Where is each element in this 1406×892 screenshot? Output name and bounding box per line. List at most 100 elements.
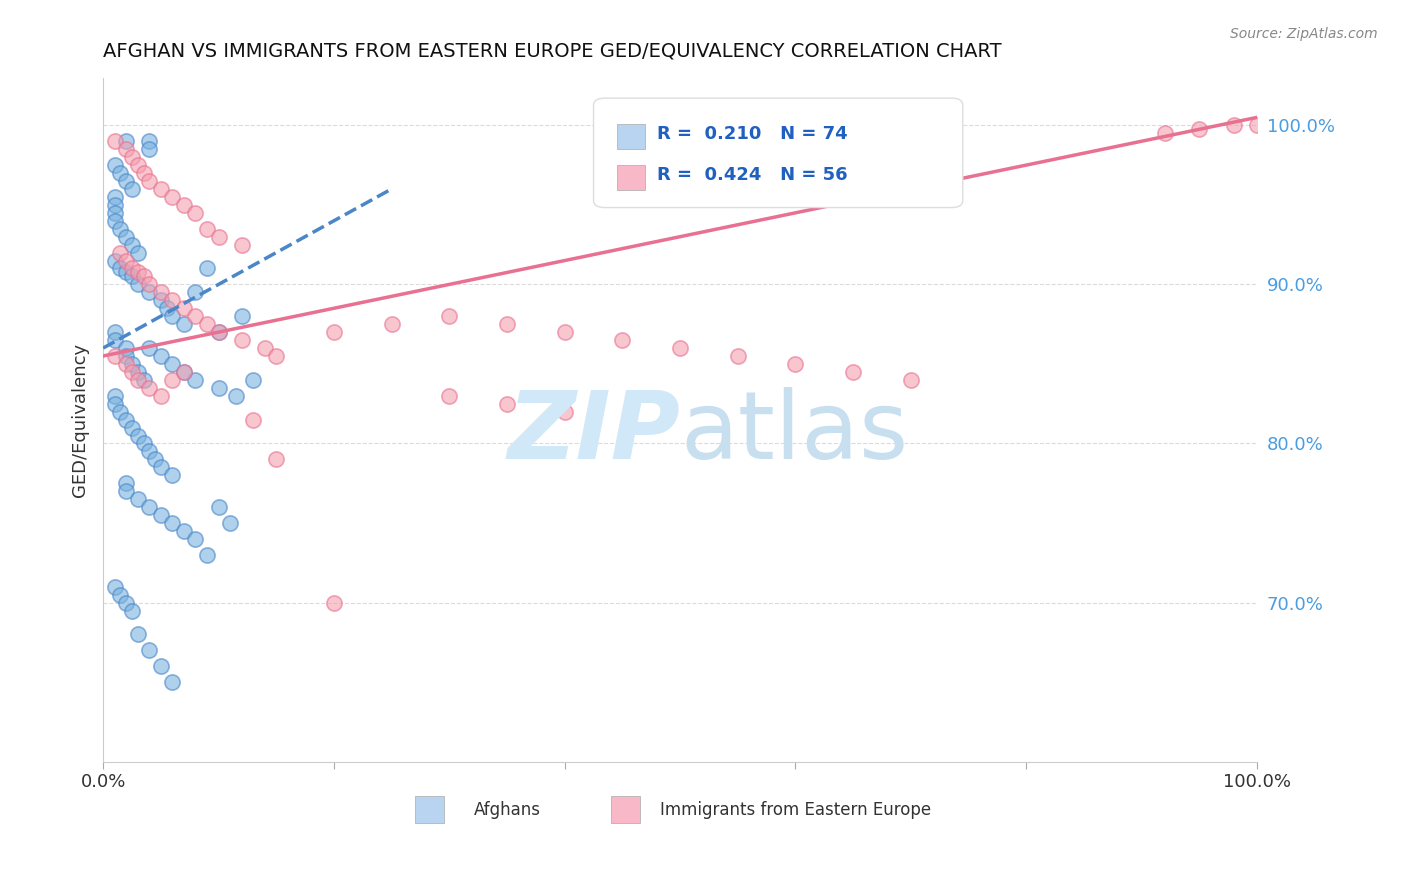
Immigrants from Eastern Europe: [127, 373, 149, 387]
Afghans: [115, 265, 138, 279]
Afghans: [110, 221, 132, 235]
Afghans: [225, 389, 247, 403]
Afghans: [149, 659, 172, 673]
Immigrants from Eastern Europe: [162, 293, 184, 308]
Afghans: [162, 516, 184, 530]
FancyBboxPatch shape: [593, 98, 963, 208]
Immigrants from Eastern Europe: [184, 206, 207, 220]
Afghans: [110, 261, 132, 276]
Immigrants from Eastern Europe: [496, 317, 519, 331]
Afghans: [115, 349, 138, 363]
Immigrants from Eastern Europe: [184, 310, 207, 324]
Immigrants from Eastern Europe: [104, 134, 127, 148]
FancyBboxPatch shape: [610, 796, 640, 823]
Immigrants from Eastern Europe: [132, 166, 155, 180]
Immigrants from Eastern Europe: [115, 357, 138, 371]
Immigrants from Eastern Europe: [900, 373, 922, 387]
Afghans: [104, 397, 127, 411]
Immigrants from Eastern Europe: [253, 341, 276, 355]
Afghans: [115, 229, 138, 244]
Text: atlas: atlas: [681, 387, 908, 479]
Immigrants from Eastern Europe: [173, 365, 195, 379]
Afghans: [127, 245, 149, 260]
Immigrants from Eastern Europe: [381, 317, 404, 331]
Afghans: [104, 190, 127, 204]
Afghans: [162, 357, 184, 371]
Afghans: [184, 373, 207, 387]
Text: AFGHAN VS IMMIGRANTS FROM EASTERN EUROPE GED/EQUIVALENCY CORRELATION CHART: AFGHAN VS IMMIGRANTS FROM EASTERN EUROPE…: [103, 42, 1001, 61]
Afghans: [207, 381, 229, 395]
Afghans: [104, 389, 127, 403]
Afghans: [173, 317, 195, 331]
Afghans: [132, 373, 155, 387]
Immigrants from Eastern Europe: [149, 389, 172, 403]
Afghans: [242, 373, 264, 387]
Immigrants from Eastern Europe: [195, 221, 218, 235]
Afghans: [207, 500, 229, 515]
Immigrants from Eastern Europe: [121, 261, 143, 276]
Y-axis label: GED/Equivalency: GED/Equivalency: [72, 343, 89, 497]
Afghans: [149, 460, 172, 475]
Afghans: [104, 253, 127, 268]
Text: Immigrants from Eastern Europe: Immigrants from Eastern Europe: [659, 800, 931, 819]
Immigrants from Eastern Europe: [727, 349, 749, 363]
Immigrants from Eastern Europe: [264, 452, 287, 467]
Afghans: [115, 412, 138, 426]
Afghans: [173, 524, 195, 538]
Immigrants from Eastern Europe: [231, 237, 253, 252]
Afghans: [115, 596, 138, 610]
Afghans: [121, 357, 143, 371]
Afghans: [138, 134, 160, 148]
Immigrants from Eastern Europe: [138, 174, 160, 188]
Afghans: [138, 285, 160, 300]
Immigrants from Eastern Europe: [195, 317, 218, 331]
Afghans: [104, 158, 127, 172]
Immigrants from Eastern Europe: [439, 389, 461, 403]
FancyBboxPatch shape: [415, 796, 443, 823]
Immigrants from Eastern Europe: [612, 333, 634, 347]
Text: R =  0.424   N = 56: R = 0.424 N = 56: [657, 166, 848, 184]
Afghans: [149, 508, 172, 522]
Immigrants from Eastern Europe: [264, 349, 287, 363]
Immigrants from Eastern Europe: [104, 349, 127, 363]
Afghans: [231, 310, 253, 324]
Afghans: [121, 603, 143, 617]
Text: ZIP: ZIP: [508, 387, 681, 479]
Immigrants from Eastern Europe: [110, 245, 132, 260]
Afghans: [104, 206, 127, 220]
Afghans: [104, 214, 127, 228]
Afghans: [132, 436, 155, 450]
Afghans: [155, 301, 177, 316]
Immigrants from Eastern Europe: [439, 310, 461, 324]
Immigrants from Eastern Europe: [173, 198, 195, 212]
Afghans: [138, 643, 160, 657]
Afghans: [104, 580, 127, 594]
Afghans: [121, 269, 143, 284]
Immigrants from Eastern Europe: [554, 325, 576, 339]
Immigrants from Eastern Europe: [127, 265, 149, 279]
Immigrants from Eastern Europe: [669, 341, 692, 355]
Afghans: [121, 420, 143, 434]
Afghans: [143, 452, 166, 467]
Afghans: [104, 325, 127, 339]
Immigrants from Eastern Europe: [138, 381, 160, 395]
Afghans: [110, 166, 132, 180]
Afghans: [138, 142, 160, 156]
FancyBboxPatch shape: [617, 165, 645, 191]
Immigrants from Eastern Europe: [231, 333, 253, 347]
Immigrants from Eastern Europe: [322, 325, 344, 339]
Immigrants from Eastern Europe: [496, 397, 519, 411]
Immigrants from Eastern Europe: [173, 301, 195, 316]
Afghans: [138, 500, 160, 515]
Immigrants from Eastern Europe: [207, 325, 229, 339]
Afghans: [115, 134, 138, 148]
Immigrants from Eastern Europe: [115, 253, 138, 268]
Immigrants from Eastern Europe: [1188, 121, 1211, 136]
Immigrants from Eastern Europe: [554, 405, 576, 419]
Immigrants from Eastern Europe: [1246, 118, 1268, 132]
Afghans: [127, 492, 149, 507]
Afghans: [149, 293, 172, 308]
Afghans: [195, 548, 218, 562]
Afghans: [127, 428, 149, 442]
Afghans: [121, 237, 143, 252]
